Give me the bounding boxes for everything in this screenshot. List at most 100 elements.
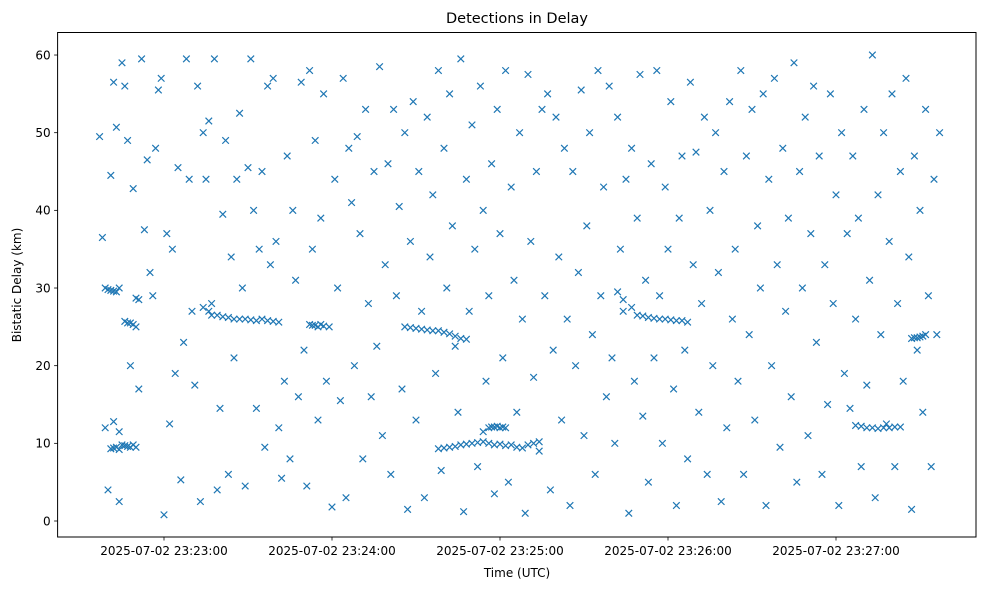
data-point (588, 330, 597, 339)
data-point (443, 284, 451, 292)
data-point (770, 74, 779, 83)
data-point (935, 128, 944, 137)
data-point (359, 455, 367, 463)
data-point (109, 78, 118, 86)
data-point (555, 253, 563, 261)
data-point (451, 332, 459, 340)
data-point (585, 128, 594, 137)
data-point (163, 229, 171, 238)
data-point (468, 121, 476, 129)
data-point (877, 330, 885, 339)
data-point (95, 132, 104, 141)
data-point (608, 354, 616, 362)
data-point (896, 423, 905, 431)
data-point (650, 354, 658, 362)
data-point (370, 167, 378, 176)
data-point (532, 167, 541, 176)
data-point (123, 319, 132, 327)
data-point (462, 175, 471, 184)
data-point (846, 404, 854, 413)
data-point (317, 214, 325, 222)
data-point (465, 307, 473, 316)
data-point (109, 417, 118, 426)
data-point (224, 470, 233, 479)
data-point (275, 424, 283, 432)
data-point (185, 175, 193, 184)
data-point (182, 55, 191, 63)
data-point (535, 438, 543, 446)
data-point (776, 443, 784, 451)
data-point (112, 123, 121, 131)
data-point (199, 128, 207, 137)
data-point (121, 82, 129, 90)
data-point (403, 505, 412, 514)
data-point (767, 361, 776, 370)
data-point (611, 439, 619, 448)
data-point (291, 276, 300, 284)
data-point (333, 284, 342, 292)
data-point (493, 105, 501, 114)
data-point (683, 455, 692, 463)
data-point (157, 74, 165, 83)
data-point (118, 59, 126, 67)
data-point (308, 245, 317, 253)
data-point (560, 144, 569, 152)
data-point (583, 222, 591, 230)
data-point (669, 385, 678, 393)
data-point (434, 327, 443, 335)
data-point (717, 497, 725, 506)
data-point (328, 503, 336, 511)
data-point (143, 156, 151, 164)
data-point (258, 315, 266, 323)
data-point (711, 128, 720, 137)
data-point (387, 470, 395, 479)
data-point (431, 369, 440, 378)
data-point (723, 424, 731, 432)
data-point (199, 303, 207, 312)
data-point (283, 152, 291, 160)
data-point (196, 497, 205, 506)
data-point (619, 307, 627, 316)
data-point (905, 253, 913, 261)
data-point (462, 335, 471, 343)
data-point (524, 441, 532, 449)
data-point (891, 423, 899, 431)
data-point (840, 369, 849, 378)
data-point (188, 307, 196, 316)
data-point (571, 361, 580, 370)
data-point (860, 105, 868, 114)
data-point (706, 206, 714, 215)
data-point (496, 229, 504, 238)
data-point (154, 86, 163, 94)
data-point (563, 315, 571, 323)
data-point (471, 245, 479, 253)
data-point (513, 408, 521, 416)
data-point (653, 66, 661, 75)
data-point (692, 148, 700, 156)
data-point (244, 163, 252, 172)
data-point (686, 78, 695, 86)
data-point (625, 509, 633, 517)
data-point (457, 55, 465, 63)
data-point (907, 505, 916, 514)
data-points (95, 51, 944, 519)
y-tick-label: 0 (43, 514, 51, 528)
data-point (627, 144, 636, 152)
data-point (485, 292, 493, 300)
data-point (871, 493, 879, 502)
data-point (843, 229, 851, 238)
data-point (737, 66, 745, 75)
data-point (613, 288, 622, 296)
data-point (479, 206, 487, 215)
data-point (591, 470, 599, 479)
data-point (896, 167, 905, 176)
data-point (664, 245, 672, 253)
data-point (613, 113, 622, 121)
data-point (420, 493, 429, 502)
data-point (535, 447, 543, 455)
data-point (179, 338, 188, 347)
data-point (115, 445, 123, 454)
data-point (857, 462, 865, 471)
